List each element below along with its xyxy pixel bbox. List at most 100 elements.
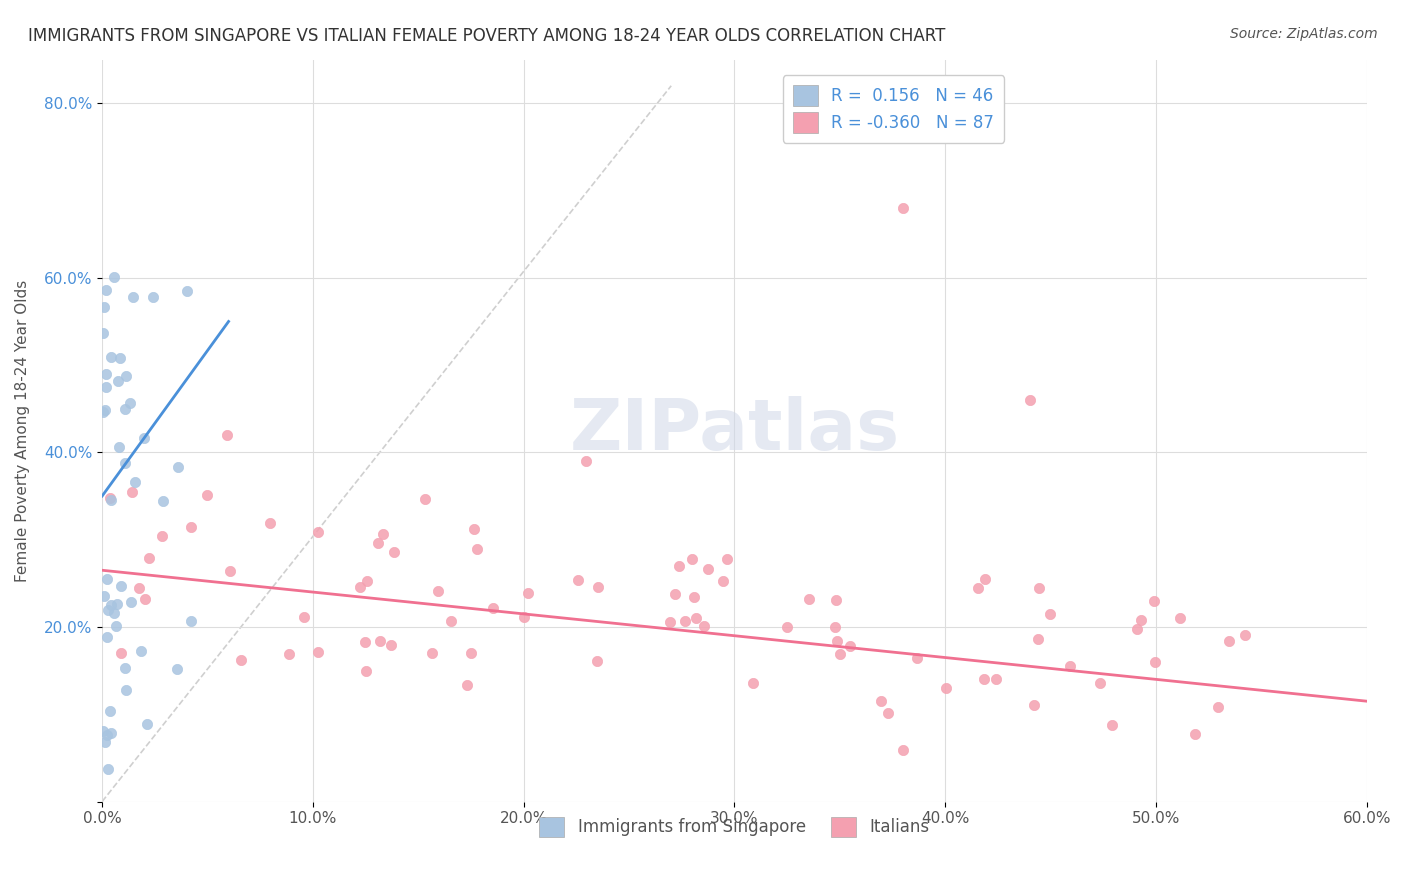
- Point: [103, 269, 125, 284]
- Point: [129, 644, 152, 658]
- Point: [114, 369, 136, 384]
- Point: [1039, 607, 1062, 622]
- Point: [463, 522, 485, 536]
- Point: [876, 706, 898, 720]
- Point: [664, 586, 686, 600]
- Point: [575, 454, 598, 468]
- Point: [259, 516, 281, 531]
- Point: [1026, 632, 1049, 646]
- Point: [427, 583, 450, 598]
- Point: [353, 634, 375, 648]
- Point: [905, 651, 928, 665]
- Point: [94, 403, 117, 417]
- Point: [180, 614, 202, 628]
- Point: [984, 672, 1007, 686]
- Point: [825, 593, 848, 607]
- Point: [98, 491, 121, 505]
- Point: [673, 614, 696, 628]
- Point: [96, 630, 118, 644]
- Point: [152, 494, 174, 508]
- Point: [1028, 581, 1050, 595]
- Point: [307, 645, 329, 659]
- Point: [100, 725, 122, 739]
- Point: [456, 678, 478, 692]
- Point: [115, 682, 138, 697]
- Point: [121, 484, 143, 499]
- Point: [167, 460, 190, 475]
- Point: [138, 550, 160, 565]
- Point: [1101, 717, 1123, 731]
- Point: [96, 283, 118, 297]
- Point: [460, 646, 482, 660]
- Point: [967, 581, 990, 595]
- Point: [91, 405, 114, 419]
- Point: [136, 716, 159, 731]
- Point: [97, 602, 120, 616]
- Point: [103, 606, 125, 620]
- Text: IMMIGRANTS FROM SINGAPORE VS ITALIAN FEMALE POVERTY AMONG 18-24 YEAR OLDS CORREL: IMMIGRANTS FROM SINGAPORE VS ITALIAN FEM…: [28, 27, 945, 45]
- Point: [839, 639, 862, 653]
- Point: [100, 492, 122, 507]
- Point: [107, 374, 129, 388]
- Point: [166, 662, 188, 676]
- Point: [176, 284, 198, 298]
- Point: [973, 672, 995, 686]
- Point: [567, 573, 589, 587]
- Point: [91, 326, 114, 341]
- Point: [681, 552, 703, 566]
- Point: [100, 350, 122, 364]
- Point: [93, 589, 115, 603]
- Point: [1143, 655, 1166, 669]
- Point: [586, 580, 609, 594]
- Point: [217, 427, 239, 442]
- Point: [824, 620, 846, 634]
- Point: [668, 559, 690, 574]
- Point: [420, 646, 443, 660]
- Point: [482, 601, 505, 615]
- Point: [711, 574, 734, 588]
- Point: [797, 591, 820, 606]
- Point: [658, 615, 681, 629]
- Point: [1129, 613, 1152, 627]
- Point: [93, 735, 115, 749]
- Point: [891, 743, 914, 757]
- Point: [1218, 633, 1240, 648]
- Point: [356, 574, 378, 588]
- Point: [124, 475, 146, 489]
- Point: [1059, 658, 1081, 673]
- Point: [697, 562, 720, 576]
- Point: [828, 647, 851, 661]
- Point: [229, 653, 252, 667]
- Point: [96, 572, 118, 586]
- Point: [716, 551, 738, 566]
- Point: [96, 380, 118, 394]
- Point: [1022, 698, 1045, 712]
- Point: [100, 598, 122, 612]
- Point: [586, 654, 609, 668]
- Point: [122, 289, 145, 303]
- Point: [1206, 700, 1229, 714]
- Point: [118, 396, 141, 410]
- Point: [825, 633, 848, 648]
- Point: [683, 590, 706, 604]
- Point: [93, 300, 115, 314]
- Point: [891, 201, 914, 215]
- Point: [974, 572, 997, 586]
- Point: [94, 367, 117, 381]
- Point: [120, 595, 142, 609]
- Point: [278, 648, 301, 662]
- Point: [692, 619, 714, 633]
- Point: [114, 402, 136, 417]
- Point: [142, 290, 165, 304]
- Point: [108, 440, 131, 454]
- Point: [367, 536, 389, 550]
- Point: [413, 492, 436, 507]
- Point: [380, 638, 402, 652]
- Point: [292, 610, 315, 624]
- Point: [110, 351, 132, 365]
- Point: [517, 586, 540, 600]
- Point: [349, 580, 371, 594]
- Point: [134, 592, 156, 607]
- Point: [218, 564, 240, 578]
- Point: [741, 676, 763, 690]
